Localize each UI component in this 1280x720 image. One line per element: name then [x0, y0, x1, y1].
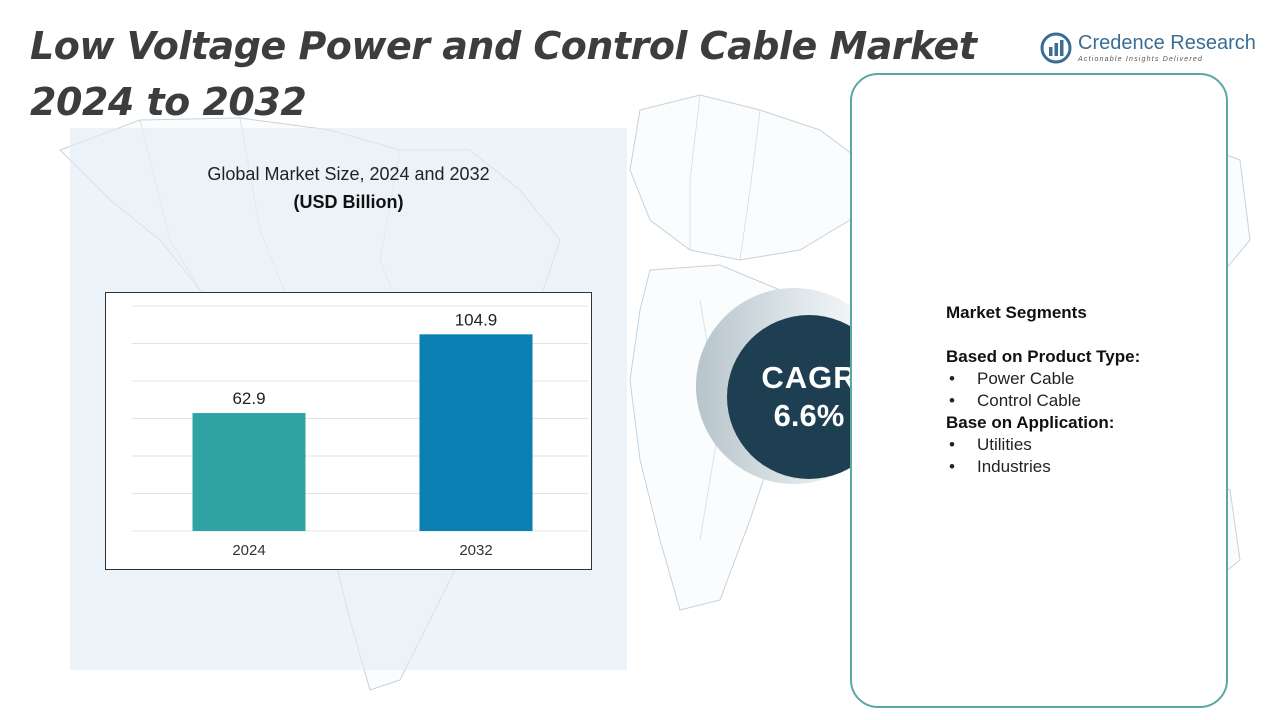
bar-chart-plot: 62.9 2024 104.9 2032 — [132, 305, 588, 559]
segment-item-label: Power Cable — [977, 369, 1075, 388]
bullet-icon: • — [949, 369, 955, 388]
page-title-line2: 2024 to 2032 — [30, 80, 307, 124]
segment-item-label: Industries — [977, 457, 1051, 476]
segments-heading: Market Segments — [946, 303, 1087, 322]
bullet-icon: • — [949, 391, 955, 410]
segment-group-title-application: Base on Application: — [946, 413, 1115, 432]
segment-list-application: • Utilities • Industries — [946, 434, 1216, 478]
segment-list-product-type: • Power Cable • Control Cable — [946, 368, 1216, 412]
segment-group-title-product-type: Based on Product Type: — [946, 347, 1141, 366]
brand-logo-icon — [1040, 32, 1072, 64]
bullet-icon: • — [949, 435, 955, 454]
segments-content: Market Segments Based on Product Type: •… — [946, 302, 1216, 478]
data-label: 104.9 — [455, 310, 498, 329]
chart-units: (USD Billion) — [293, 192, 404, 212]
bar-2032 — [419, 334, 533, 531]
brand-name: Credence Research — [1078, 32, 1256, 54]
bullet-icon: • — [949, 457, 955, 476]
segment-item-label: Control Cable — [977, 391, 1081, 410]
segment-item-power-cable: • Power Cable — [946, 368, 1216, 390]
bar-chart: 62.9 2024 104.9 2032 — [105, 292, 592, 570]
brand-logo: Credence Research Actionable Insights De… — [1040, 30, 1256, 70]
bar-2024 — [192, 413, 306, 531]
segments-card — [850, 73, 1228, 708]
segment-item-label: Utilities — [977, 435, 1032, 454]
x-tick-label: 2032 — [459, 542, 492, 559]
x-tick-label: 2024 — [232, 542, 265, 559]
cagr-label: CAGR — [761, 360, 857, 395]
segment-item-industries: • Industries — [946, 456, 1216, 478]
brand-tagline: Actionable Insights Delivered — [1078, 56, 1204, 63]
cagr-value: 6.6% — [773, 398, 845, 433]
data-label: 62.9 — [232, 389, 265, 408]
page-title: Low Voltage Power and Control Cable Mark… — [30, 18, 977, 130]
page-title-line1: Low Voltage Power and Control Cable Mark… — [30, 24, 977, 68]
segment-item-control-cable: • Control Cable — [946, 390, 1216, 412]
chart-title: Global Market Size, 2024 and 2032 — [207, 164, 490, 184]
segment-item-utilities: • Utilities — [946, 434, 1216, 456]
